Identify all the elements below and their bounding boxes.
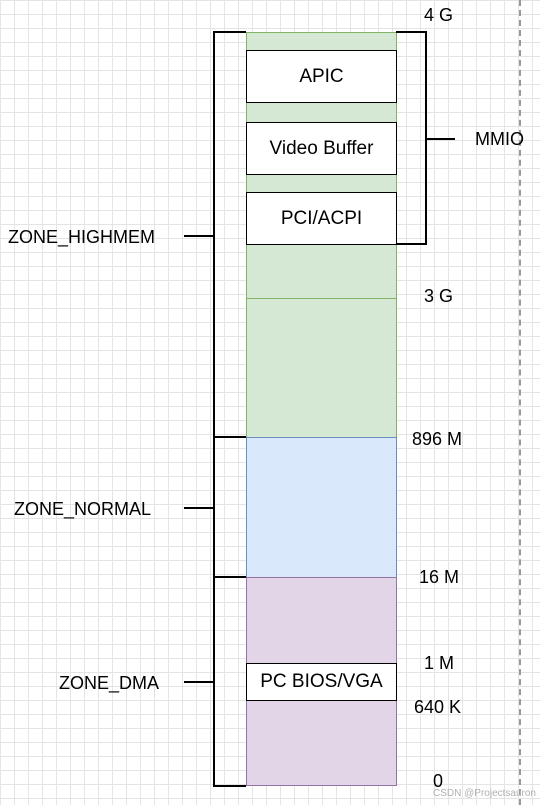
address-0-label: 0 xyxy=(433,771,444,791)
zone-normal-tick xyxy=(184,507,214,509)
zone-bracket-16m-cap xyxy=(213,576,246,578)
zone-bracket-896m-cap xyxy=(213,436,246,438)
zone-highmem-tick xyxy=(184,235,214,237)
zone-bracket-vertical xyxy=(213,31,215,787)
zone-dma-label: ZONE_DMA xyxy=(59,673,160,693)
pc-bios-vga-block: PC BIOS/VGA xyxy=(246,663,397,701)
dashed-guide-line xyxy=(519,0,521,805)
apic-block: APIC xyxy=(246,50,397,103)
zone-bracket-bottom-cap xyxy=(213,785,246,787)
mmio-bracket-bottom xyxy=(396,243,427,245)
video-buffer-block: Video Buffer xyxy=(246,122,397,175)
mmio-bracket-tick xyxy=(425,138,455,140)
zone-normal-label: ZONE_NORMAL xyxy=(14,499,152,519)
address-3g-label: 3 G xyxy=(424,286,454,306)
mmio-label: MMIO xyxy=(475,129,524,149)
watermark-text: CSDN @Projectsauron xyxy=(433,788,536,799)
address-896m-label: 896 M xyxy=(412,429,463,449)
address-1m-label: 1 M xyxy=(424,653,455,673)
normal-region xyxy=(246,437,397,578)
pci-acpi-block: PCI/ACPI xyxy=(246,192,397,245)
zone-dma-tick xyxy=(184,681,214,683)
mmio-bracket-top xyxy=(396,31,426,33)
address-640k-label: 640 K xyxy=(414,697,462,717)
address-4g-label: 4 G xyxy=(424,5,454,25)
address-16m-label: 16 M xyxy=(419,567,460,587)
highmem-3g-divider xyxy=(246,298,397,299)
zone-bracket-top-cap xyxy=(213,31,246,33)
zone-highmem-label: ZONE_HIGHMEM xyxy=(8,227,156,247)
